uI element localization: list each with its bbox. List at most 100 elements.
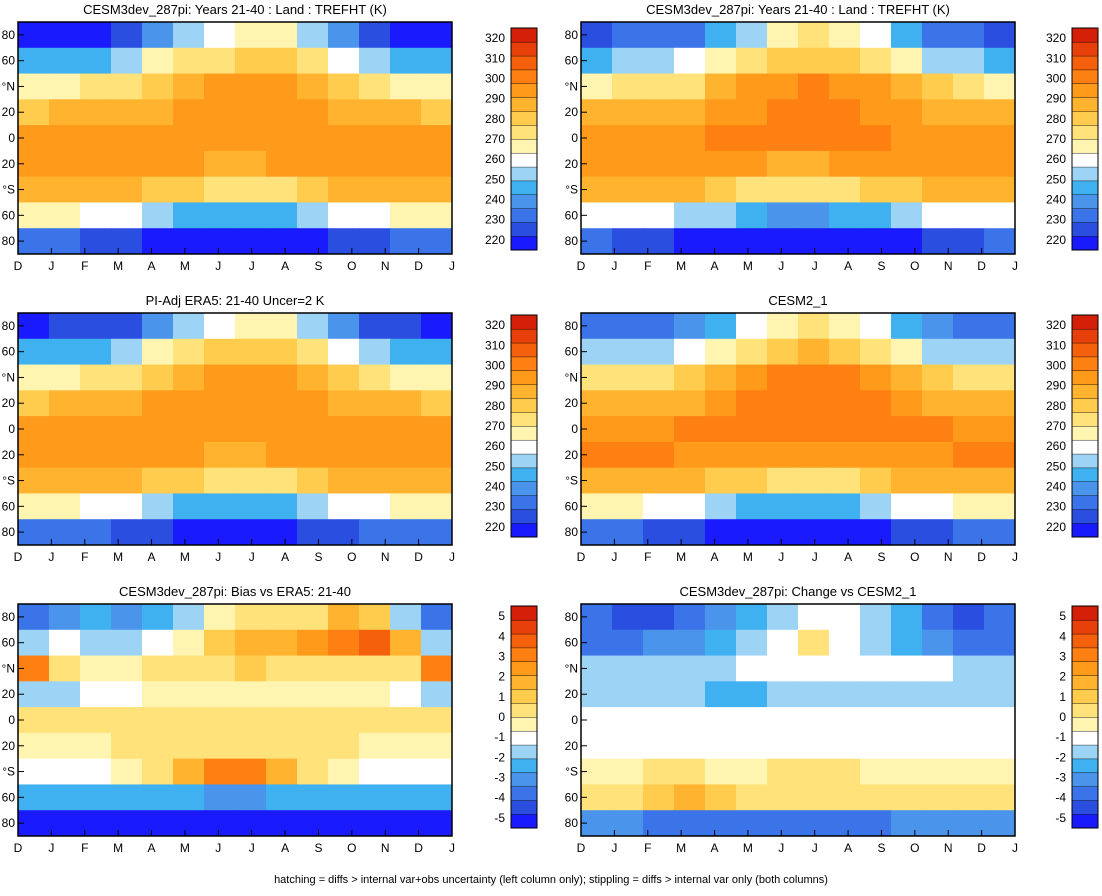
heatmap-cell xyxy=(922,493,954,520)
colorbar-label: -5 xyxy=(494,811,505,825)
x-tick-label: D xyxy=(414,550,423,564)
y-tick-label: °S xyxy=(2,765,15,779)
colorbar-swatch xyxy=(510,235,538,251)
heatmap-cell xyxy=(297,202,329,229)
heatmap-cell xyxy=(173,125,205,152)
x-tick-label: J xyxy=(449,550,455,564)
colorbar-label: -2 xyxy=(494,750,505,764)
x-tick-label: M xyxy=(113,841,123,855)
heatmap-cell xyxy=(328,707,360,734)
heatmap-cell xyxy=(49,22,81,49)
x-tick-label: J xyxy=(1012,550,1018,564)
heatmap-cell xyxy=(80,629,112,657)
y-tick-label: 20 xyxy=(565,105,579,119)
heatmap-cell xyxy=(359,22,391,49)
colorbar-swatch xyxy=(510,633,538,649)
y-tick-label: °N xyxy=(2,370,15,384)
heatmap-cell xyxy=(297,810,329,836)
colorbar-label: 310 xyxy=(1046,51,1066,65)
heatmap-cell xyxy=(984,390,1015,417)
heatmap-cell xyxy=(612,338,644,366)
heatmap-cell xyxy=(798,681,830,708)
x-tick-label: D xyxy=(14,550,23,564)
heatmap-cell xyxy=(204,810,236,836)
colorbar-swatch xyxy=(510,328,538,344)
heatmap-cell xyxy=(643,202,675,229)
heatmap-cell xyxy=(266,604,298,631)
heatmap-cell xyxy=(798,47,830,75)
heatmap-cell xyxy=(235,519,267,545)
heatmap-cell xyxy=(953,73,985,100)
colorbar-swatch xyxy=(510,342,538,358)
y-tick-label: 60 xyxy=(2,208,16,222)
colorbar-label: -2 xyxy=(1055,750,1066,764)
heatmap-cell xyxy=(953,810,985,836)
heatmap-cell xyxy=(359,99,391,126)
colorbar-swatch xyxy=(510,398,538,413)
heatmap-cell xyxy=(953,313,985,340)
heatmap-cell xyxy=(891,364,923,391)
heatmap-cell xyxy=(829,125,861,152)
colorbar-swatch xyxy=(1071,439,1099,455)
y-tick-label: °S xyxy=(565,765,578,779)
heatmap-cell xyxy=(359,202,391,229)
heatmap-cell xyxy=(142,416,174,443)
heatmap-cell xyxy=(798,493,830,520)
heatmap-cell xyxy=(798,390,830,417)
colorbar-label: 3 xyxy=(498,649,505,663)
heatmap-cell xyxy=(142,629,174,657)
heatmap-cell xyxy=(80,364,112,391)
heatmap-cell xyxy=(705,202,737,229)
colorbar-label: 290 xyxy=(1046,379,1066,393)
panel-title: CESM3dev_287pi: Change vs CESM2_1 xyxy=(679,584,916,599)
colorbar-swatch xyxy=(510,166,538,182)
heatmap-cell xyxy=(328,604,360,631)
heatmap-cell xyxy=(235,707,267,734)
y-tick-label: 20 xyxy=(2,687,16,701)
heatmap-cell xyxy=(767,467,799,495)
heatmap-cell xyxy=(297,655,329,682)
heatmap-cell xyxy=(767,681,799,708)
heatmap-cell xyxy=(705,73,737,100)
heatmap-cell xyxy=(891,313,923,340)
heatmap-cell xyxy=(173,519,205,545)
colorbar-label: 220 xyxy=(1046,520,1066,534)
heatmap-cell xyxy=(80,313,112,340)
y-tick-label: 80 xyxy=(2,319,16,333)
heatmap-cell xyxy=(173,150,205,178)
heatmap-cell xyxy=(736,228,768,254)
heatmap-cell xyxy=(953,493,985,520)
heatmap-cell xyxy=(49,493,81,520)
heatmap-cell xyxy=(266,150,298,178)
heatmap-cell xyxy=(643,22,675,49)
heatmap-cell xyxy=(984,732,1015,760)
heatmap-cell xyxy=(421,784,452,811)
heatmap-cell xyxy=(674,228,706,254)
x-tick-label: J xyxy=(249,550,255,564)
heatmap-cell xyxy=(829,758,861,786)
heatmap-cell xyxy=(860,364,892,391)
heatmap-cell xyxy=(798,73,830,100)
heatmap-cell xyxy=(142,99,174,126)
colorbar-frame xyxy=(1071,314,1099,538)
colorbar-swatch xyxy=(1071,27,1099,43)
y-tick-label: 20 xyxy=(565,448,579,462)
colorbar-swatch xyxy=(1071,467,1099,483)
heatmap-cell xyxy=(80,707,112,734)
heatmap-cell xyxy=(111,22,143,49)
heatmap-cell xyxy=(359,758,391,786)
heatmap-cell xyxy=(798,416,830,443)
heatmap-cell xyxy=(266,681,298,708)
heatmap-cell xyxy=(705,519,737,545)
colorbar-label: 220 xyxy=(1046,233,1066,247)
heatmap-cell xyxy=(860,655,892,682)
heatmap-cell xyxy=(80,390,112,417)
heatmap-cell xyxy=(612,125,644,152)
heatmap-cell xyxy=(674,519,706,545)
heatmap-cell xyxy=(297,125,329,152)
heatmap-cell xyxy=(297,176,329,204)
heatmap-cell xyxy=(674,707,706,734)
heatmap-cell xyxy=(421,313,452,340)
colorbar-swatch xyxy=(1071,772,1099,787)
heatmap-cell xyxy=(860,416,892,443)
